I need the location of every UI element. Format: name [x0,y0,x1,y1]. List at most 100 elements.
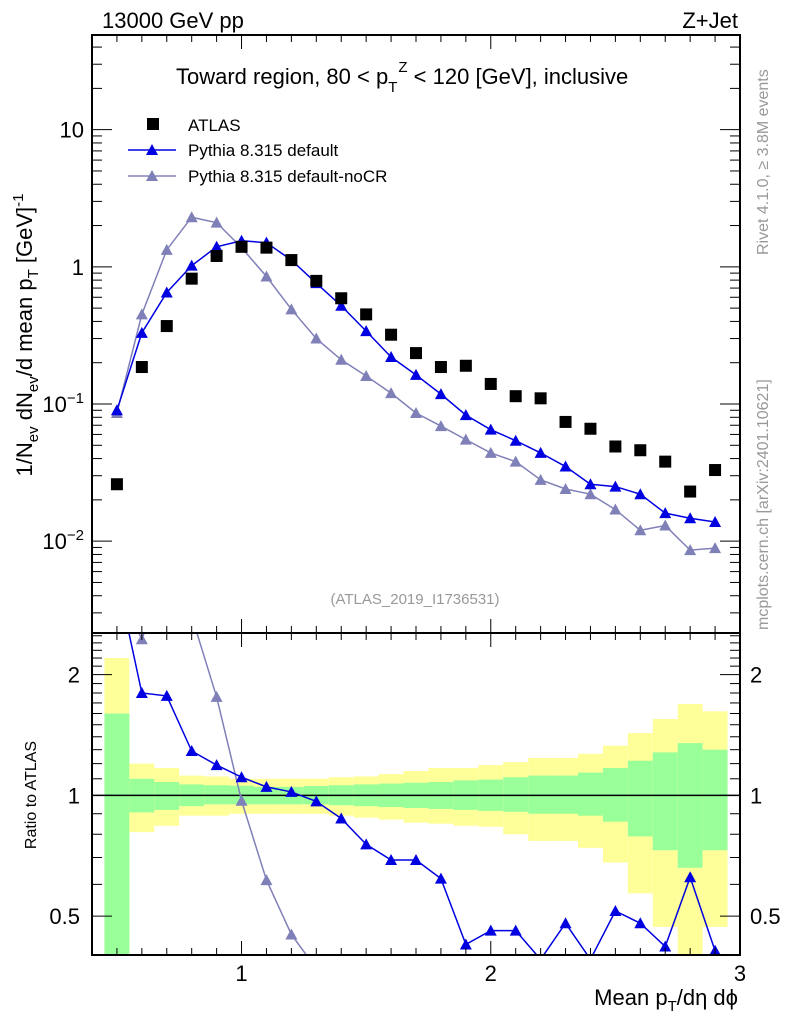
tick-base: 10 [42,529,66,554]
atlas-data-point [185,272,198,285]
nocr-ratio-point [410,963,422,974]
nocr-ratio-point [285,928,298,940]
nocr-ratio-point [435,963,447,974]
x-tick-label: 1 [235,961,247,986]
nocr-data-point [659,519,672,531]
atlas-data-point [260,241,273,254]
default-ratio-point [459,938,472,950]
ylabel-part: [GeV] [12,207,37,269]
atlas-data-point [484,377,497,390]
atlas-data-point [135,361,148,374]
nocr-ratio-point [560,988,572,999]
nocr-data-point [509,455,522,467]
ylabel-part: T [25,269,42,278]
default-data-point [160,286,173,298]
ratio-uncertainty-bands [104,658,728,955]
atlas-data-point [335,292,348,305]
default-data-point [559,460,572,472]
nocr-ratio-point [609,972,621,983]
default-data-point [584,478,597,490]
nocr-ratio-point [485,993,497,1004]
ratio-y-tick-label-left: 2 [68,663,80,688]
default-ratio-point [160,689,173,701]
atlas-data-point [210,249,223,262]
atlas-data-point [410,347,422,360]
title-pre: Toward region, 80 < p [176,64,388,89]
y-tick-label: 10−1 [42,390,84,417]
nocr-ratio-point [335,967,347,978]
default-ratio-point [210,759,223,771]
nocr-data-point [709,542,722,554]
ylabel-part: ev [25,376,42,392]
legend: ATLAS Pythia 8.315 default Pythia 8.315 … [128,116,387,186]
analysis-id: (ATLAS_2019_I1736531) [330,591,499,608]
default-data-point [360,325,373,337]
nocr-ratio-point [360,972,372,983]
default-data-point [385,351,398,363]
nocr-ratio-point [709,1017,721,1024]
nocr-data-point [684,544,697,556]
default-data-point [659,507,672,519]
default-ratio-point [559,917,572,929]
nocr-ratio-point [210,690,223,702]
atlas-data-point [634,444,647,457]
nocr-data-point [285,303,298,315]
default-ratio-point [135,686,148,698]
title-sub: T [388,79,397,96]
ratio-y-tick-label-right: 1 [750,783,762,808]
nocr-data-point [459,433,472,445]
default-data-point [684,512,697,524]
atlas-data-point [385,328,398,341]
nocr-ratio-point [111,581,123,592]
x-tick-label: 2 [485,961,497,986]
main-panel-marks [110,211,722,556]
atlas-data-point [360,308,373,321]
nocr-data-point [559,483,572,495]
nocr-ratio-point [385,963,397,974]
tick-exponent: −1 [67,390,84,407]
nocr-data-point [534,473,547,485]
atlas-data-point [709,464,722,477]
xlabel-part: /dη dϕ [677,985,738,1010]
x-tick-label: 3 [734,961,746,986]
default-data-point [509,434,522,446]
y-tick-label: 10 [60,118,84,143]
legend-atlas-label: ATLAS [188,116,241,135]
ratio-band-green [104,713,130,955]
atlas-data-point [285,254,298,267]
ylabel-part: dN [12,392,37,426]
ylabel-part: 1/N [12,442,37,476]
default-data-point [634,488,647,500]
atlas-data-point [160,320,173,333]
nocr-data-point [310,332,323,344]
default-data-point [135,326,148,338]
default-ratio-point [609,904,622,916]
plot-title: Toward region, 80 < pTZ < 120 [GeV], inc… [176,59,628,96]
nocr-data-point [410,406,422,418]
nocr-data-point [210,216,223,228]
title-sup: Z [398,59,407,76]
default-ratio-point [684,871,697,883]
nocr-data-point [609,503,622,515]
mcplots-label: mcplots.cern.ch [arXiv:2401.10621] [755,379,772,630]
main-y-axis-label: 1/Nev dNev/d mean pT [GeV]-1 [10,194,42,477]
rivet-version-label: Rivet 4.1.0, ≥ 3.8M events [755,69,772,255]
nocr-data-point [360,369,373,381]
default-ratio-point [509,924,522,936]
ratio-y-tick-label-left: 1 [68,783,80,808]
legend-nocr-label: Pythia 8.315 default-noCR [188,167,387,186]
atlas-data-point [110,478,123,491]
nocr-data-point [135,308,148,320]
atlas-data-point [559,415,572,428]
nocr-data-point [484,446,497,458]
ratio-y-tick-label-right: 2 [750,663,762,688]
nocr-data-point [385,387,398,399]
atlas-data-point [584,422,597,435]
legend-atlas-marker [147,118,159,130]
default-ratio-point [360,838,373,850]
default-data-point [709,515,722,527]
ratio-y-tick-label-left: 0.5 [49,904,80,929]
atlas-data-point [684,485,697,498]
default-data-point [434,388,447,400]
ratio-band-green [627,760,653,837]
